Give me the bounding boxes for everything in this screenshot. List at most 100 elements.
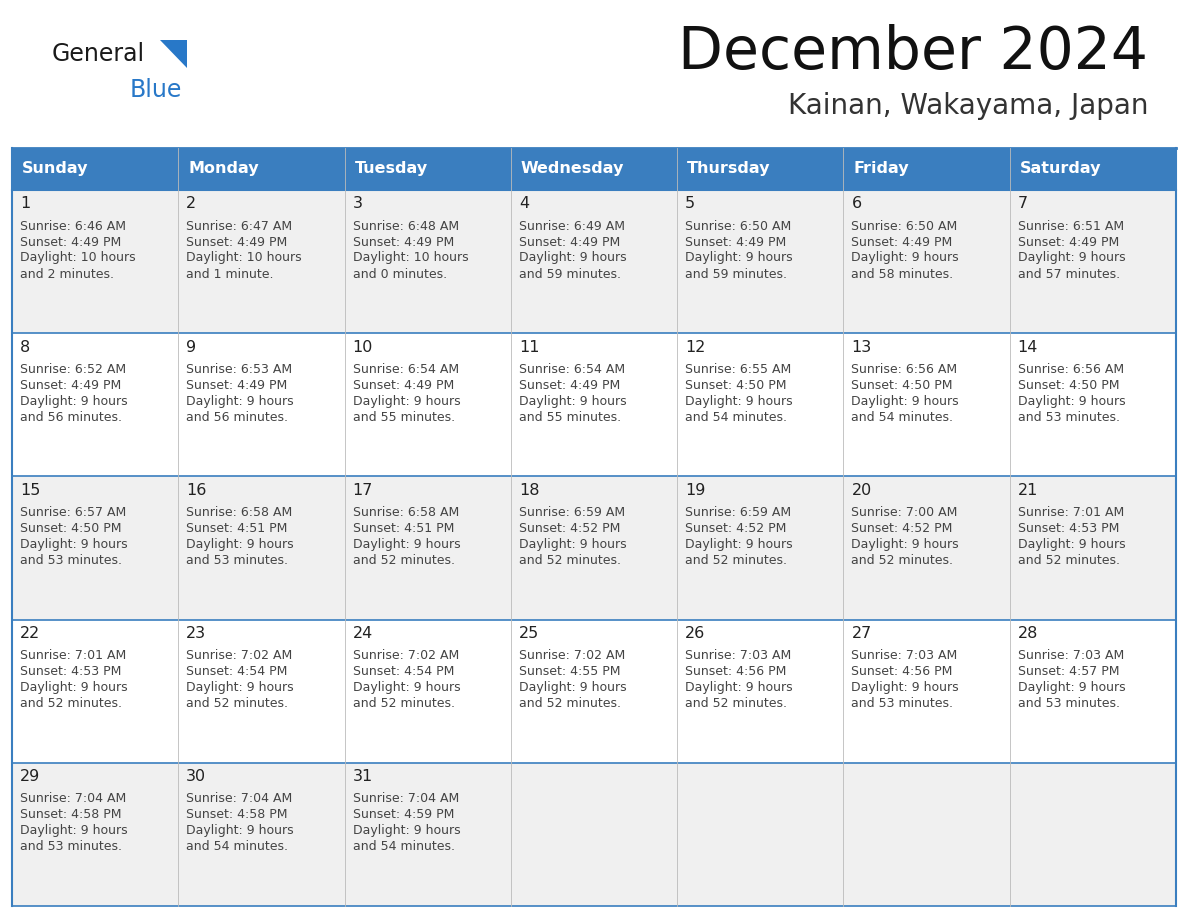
Text: Sunset: 4:49 PM: Sunset: 4:49 PM	[519, 379, 620, 392]
Text: Daylight: 9 hours: Daylight: 9 hours	[519, 681, 626, 694]
Text: Sunset: 4:53 PM: Sunset: 4:53 PM	[1018, 522, 1119, 535]
Text: Sunrise: 6:54 AM: Sunrise: 6:54 AM	[353, 363, 459, 375]
Text: and 55 minutes.: and 55 minutes.	[353, 410, 455, 424]
Text: Sunrise: 6:59 AM: Sunrise: 6:59 AM	[519, 506, 625, 519]
Text: and 52 minutes.: and 52 minutes.	[519, 697, 621, 711]
Text: and 52 minutes.: and 52 minutes.	[353, 697, 455, 711]
Text: Sunrise: 7:01 AM: Sunrise: 7:01 AM	[20, 649, 126, 662]
Text: December 2024: December 2024	[678, 24, 1148, 81]
Text: Daylight: 10 hours: Daylight: 10 hours	[187, 252, 302, 264]
Text: Sunrise: 6:46 AM: Sunrise: 6:46 AM	[20, 219, 126, 232]
Text: Daylight: 9 hours: Daylight: 9 hours	[852, 395, 959, 408]
Text: 26: 26	[685, 626, 706, 641]
Text: Daylight: 9 hours: Daylight: 9 hours	[187, 395, 293, 408]
Text: Daylight: 10 hours: Daylight: 10 hours	[20, 252, 135, 264]
Text: Sunrise: 6:59 AM: Sunrise: 6:59 AM	[685, 506, 791, 519]
Text: Sunrise: 6:58 AM: Sunrise: 6:58 AM	[353, 506, 459, 519]
Text: Sunset: 4:54 PM: Sunset: 4:54 PM	[353, 666, 454, 678]
Text: Tuesday: Tuesday	[354, 162, 428, 176]
Text: Daylight: 9 hours: Daylight: 9 hours	[685, 681, 792, 694]
Text: Sunrise: 6:56 AM: Sunrise: 6:56 AM	[852, 363, 958, 375]
Text: Daylight: 9 hours: Daylight: 9 hours	[187, 681, 293, 694]
Text: 7: 7	[1018, 196, 1028, 211]
Text: Daylight: 10 hours: Daylight: 10 hours	[353, 252, 468, 264]
Text: Sunset: 4:55 PM: Sunset: 4:55 PM	[519, 666, 620, 678]
Text: Sunset: 4:58 PM: Sunset: 4:58 PM	[20, 809, 121, 822]
Text: Sunrise: 6:58 AM: Sunrise: 6:58 AM	[187, 506, 292, 519]
Text: and 52 minutes.: and 52 minutes.	[685, 697, 788, 711]
Text: Thursday: Thursday	[687, 162, 771, 176]
Text: 20: 20	[852, 483, 872, 498]
Text: Sunset: 4:59 PM: Sunset: 4:59 PM	[353, 809, 454, 822]
Text: and 57 minutes.: and 57 minutes.	[1018, 267, 1120, 281]
Text: Daylight: 9 hours: Daylight: 9 hours	[187, 824, 293, 837]
Text: and 56 minutes.: and 56 minutes.	[20, 410, 122, 424]
Text: Sunset: 4:51 PM: Sunset: 4:51 PM	[187, 522, 287, 535]
Text: and 58 minutes.: and 58 minutes.	[852, 267, 954, 281]
Text: Sunset: 4:49 PM: Sunset: 4:49 PM	[187, 379, 287, 392]
Text: Sunset: 4:50 PM: Sunset: 4:50 PM	[685, 379, 786, 392]
Text: Daylight: 9 hours: Daylight: 9 hours	[685, 538, 792, 551]
Bar	[12, 333, 1176, 476]
Text: Daylight: 9 hours: Daylight: 9 hours	[852, 681, 959, 694]
Text: Sunset: 4:52 PM: Sunset: 4:52 PM	[852, 522, 953, 535]
Text: 19: 19	[685, 483, 706, 498]
Text: 4: 4	[519, 196, 529, 211]
Text: Sunday: Sunday	[23, 162, 88, 176]
Text: General: General	[52, 42, 145, 66]
Text: Daylight: 9 hours: Daylight: 9 hours	[353, 681, 460, 694]
Text: 21: 21	[1018, 483, 1038, 498]
Text: Daylight: 9 hours: Daylight: 9 hours	[20, 395, 127, 408]
Text: Daylight: 9 hours: Daylight: 9 hours	[852, 538, 959, 551]
Text: Sunset: 4:56 PM: Sunset: 4:56 PM	[852, 666, 953, 678]
Text: 31: 31	[353, 769, 373, 784]
Text: 23: 23	[187, 626, 207, 641]
Text: Sunset: 4:49 PM: Sunset: 4:49 PM	[20, 379, 121, 392]
Text: and 53 minutes.: and 53 minutes.	[1018, 697, 1120, 711]
Text: Sunrise: 7:02 AM: Sunrise: 7:02 AM	[519, 649, 625, 662]
Polygon shape	[160, 40, 187, 68]
Text: Daylight: 9 hours: Daylight: 9 hours	[1018, 252, 1125, 264]
Text: and 53 minutes.: and 53 minutes.	[187, 554, 289, 567]
Text: Daylight: 9 hours: Daylight: 9 hours	[1018, 538, 1125, 551]
Text: Sunset: 4:56 PM: Sunset: 4:56 PM	[685, 666, 786, 678]
Text: Sunrise: 6:57 AM: Sunrise: 6:57 AM	[20, 506, 126, 519]
Text: Sunset: 4:49 PM: Sunset: 4:49 PM	[353, 379, 454, 392]
Text: and 53 minutes.: and 53 minutes.	[1018, 410, 1120, 424]
Text: and 53 minutes.: and 53 minutes.	[20, 840, 122, 854]
Text: Sunset: 4:49 PM: Sunset: 4:49 PM	[1018, 236, 1119, 249]
Text: 17: 17	[353, 483, 373, 498]
Text: and 56 minutes.: and 56 minutes.	[187, 410, 289, 424]
Text: Daylight: 9 hours: Daylight: 9 hours	[685, 252, 792, 264]
Text: Sunrise: 7:02 AM: Sunrise: 7:02 AM	[187, 649, 292, 662]
Text: and 59 minutes.: and 59 minutes.	[685, 267, 788, 281]
Text: Sunset: 4:53 PM: Sunset: 4:53 PM	[20, 666, 121, 678]
Text: Daylight: 9 hours: Daylight: 9 hours	[852, 252, 959, 264]
Text: Sunrise: 7:04 AM: Sunrise: 7:04 AM	[353, 792, 459, 805]
Text: Sunrise: 6:50 AM: Sunrise: 6:50 AM	[685, 219, 791, 232]
Text: 13: 13	[852, 340, 872, 354]
Text: Sunrise: 6:51 AM: Sunrise: 6:51 AM	[1018, 219, 1124, 232]
Text: and 52 minutes.: and 52 minutes.	[852, 554, 954, 567]
Text: and 54 minutes.: and 54 minutes.	[852, 410, 954, 424]
Text: and 59 minutes.: and 59 minutes.	[519, 267, 621, 281]
Text: and 52 minutes.: and 52 minutes.	[353, 554, 455, 567]
Text: Daylight: 9 hours: Daylight: 9 hours	[685, 395, 792, 408]
Text: Daylight: 9 hours: Daylight: 9 hours	[1018, 395, 1125, 408]
Text: and 52 minutes.: and 52 minutes.	[1018, 554, 1120, 567]
Text: Daylight: 9 hours: Daylight: 9 hours	[20, 824, 127, 837]
Text: Sunset: 4:49 PM: Sunset: 4:49 PM	[187, 236, 287, 249]
Text: Wednesday: Wednesday	[520, 162, 624, 176]
Text: 15: 15	[20, 483, 40, 498]
Text: Sunrise: 7:03 AM: Sunrise: 7:03 AM	[685, 649, 791, 662]
Text: Sunrise: 7:04 AM: Sunrise: 7:04 AM	[187, 792, 292, 805]
Text: 2: 2	[187, 196, 196, 211]
Text: Sunset: 4:49 PM: Sunset: 4:49 PM	[852, 236, 953, 249]
Text: Sunrise: 6:55 AM: Sunrise: 6:55 AM	[685, 363, 791, 375]
Text: Sunset: 4:49 PM: Sunset: 4:49 PM	[685, 236, 786, 249]
Text: 10: 10	[353, 340, 373, 354]
Text: 3: 3	[353, 196, 362, 211]
Text: Sunset: 4:49 PM: Sunset: 4:49 PM	[20, 236, 121, 249]
Text: and 0 minutes.: and 0 minutes.	[353, 267, 447, 281]
Text: Sunset: 4:49 PM: Sunset: 4:49 PM	[353, 236, 454, 249]
